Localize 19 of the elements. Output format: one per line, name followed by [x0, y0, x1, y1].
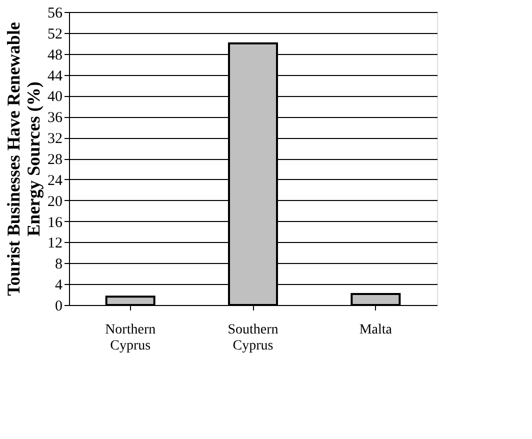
x-tick-label: Northern Cyprus: [105, 322, 156, 354]
y-tick-label: 16: [48, 214, 63, 231]
y-tick-label: 0: [55, 298, 62, 314]
x-tick-label: Malta: [359, 322, 393, 338]
y-tick-label: 24: [48, 172, 63, 189]
y-axis-title: Tourist Businesses Have Renewable Energy Sources (%): [4, 22, 44, 296]
x-tick-label: Southern Cyprus: [228, 322, 278, 354]
y-tick-label: 36: [48, 110, 63, 126]
y-tick-label: 20: [48, 194, 62, 210]
y-tick-label: 40: [48, 89, 62, 106]
y-tick-label: 48: [48, 47, 62, 64]
y-tick-label: 28: [48, 152, 62, 168]
y-tick-label: 8: [55, 256, 62, 273]
y-tick-label: 44: [48, 68, 63, 84]
y-tick-label: 52: [48, 26, 62, 42]
y-tick-label: 56: [48, 6, 63, 22]
y-tick-label: 32: [48, 131, 62, 148]
y-tick-label: 4: [55, 278, 63, 294]
y-tick-label: 12: [48, 236, 62, 252]
